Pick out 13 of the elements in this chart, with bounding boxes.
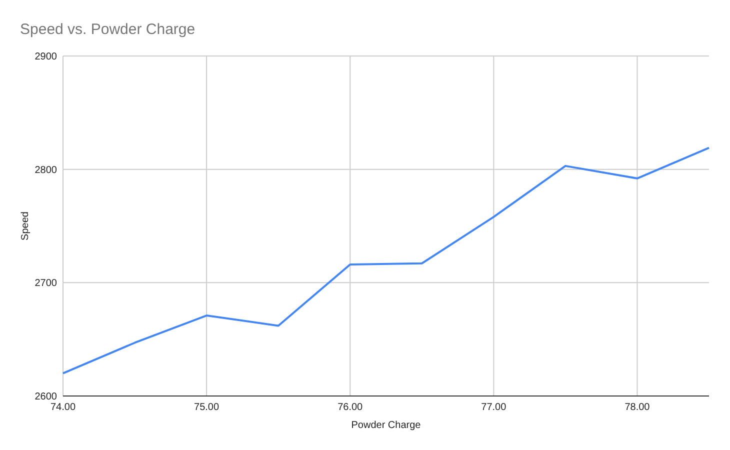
x-tick-label: 76.00 bbox=[338, 402, 364, 413]
line-series bbox=[62, 146, 710, 374]
y-tick-label: 2900 bbox=[34, 52, 58, 62]
x-tick-label: 74.00 bbox=[50, 402, 76, 413]
y-tick-label: 2700 bbox=[34, 278, 58, 290]
x-tick-label: 75.00 bbox=[194, 402, 220, 413]
y-tick-label: 2600 bbox=[34, 392, 58, 402]
x-tick-label: 78.00 bbox=[624, 402, 650, 413]
y-axis-title: Speed bbox=[20, 212, 31, 240]
y-tick-label: 2800 bbox=[34, 164, 58, 176]
x-tick-label: 77.00 bbox=[481, 402, 507, 413]
x-axis-title: Powder Charge bbox=[351, 420, 422, 431]
chart-title: Speed vs. Powder Charge bbox=[20, 21, 196, 38]
